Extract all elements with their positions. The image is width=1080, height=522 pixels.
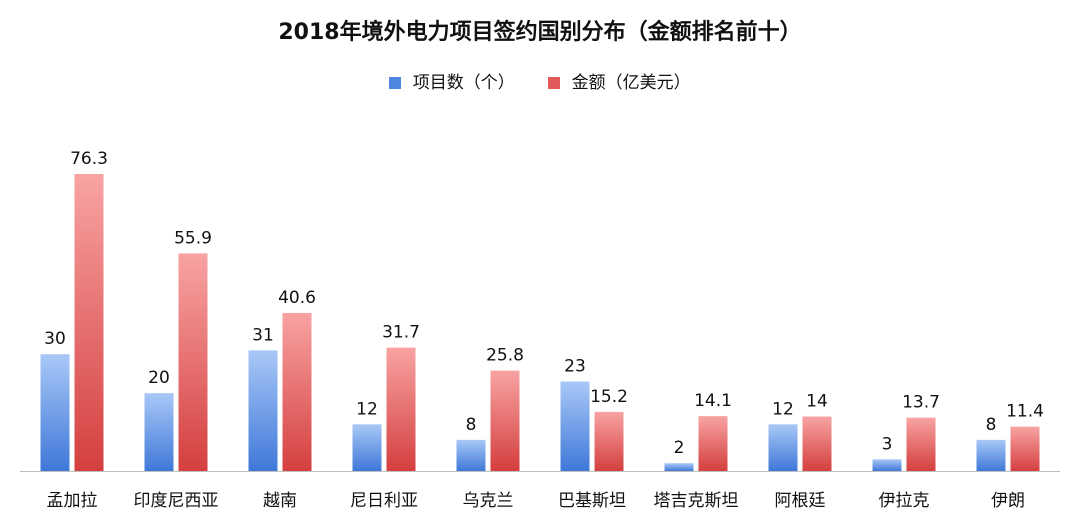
x-tick-label: 印度尼西亚 — [134, 491, 219, 511]
bar-amount — [698, 416, 728, 471]
legend: 项目数（个） 金额（亿美元） — [0, 68, 1080, 93]
bar-project-count — [456, 439, 486, 471]
bar-amount — [1010, 426, 1040, 471]
data-label-amount: 13.7 — [902, 393, 940, 413]
legend-item-amount: 金额（亿美元） — [548, 68, 691, 93]
data-label-amount: 31.7 — [382, 323, 420, 343]
data-label-project-count: 8 — [466, 415, 477, 435]
data-label-amount: 15.2 — [590, 387, 628, 407]
x-tick-label: 孟加拉 — [47, 491, 98, 511]
data-label-amount: 11.4 — [1006, 402, 1044, 422]
x-tick-label: 阿根廷 — [775, 491, 826, 511]
chart-title: 2018年境外电力项目签约国别分布（金额排名前十） — [278, 20, 802, 45]
bar-amount — [74, 174, 104, 471]
bar-amount — [282, 312, 312, 471]
data-label-amount: 14.1 — [694, 391, 732, 411]
data-label-project-count: 20 — [148, 368, 170, 388]
bar-amount — [594, 411, 624, 471]
bar-project-count — [664, 463, 694, 471]
x-tick-label: 伊朗 — [991, 491, 1025, 511]
x-tick-label: 乌克兰 — [463, 491, 514, 511]
data-label-project-count: 12 — [772, 399, 794, 419]
legend-swatch-amount — [548, 77, 561, 89]
data-label-project-count: 8 — [986, 415, 997, 435]
bar-project-count — [560, 381, 590, 471]
bar-project-count — [976, 439, 1006, 471]
data-label-amount: 25.8 — [486, 346, 524, 366]
x-tick-label: 巴基斯坦 — [558, 491, 626, 511]
data-label-amount: 76.3 — [70, 149, 108, 169]
bar-project-count — [352, 424, 382, 471]
legend-item-project-count: 项目数（个） — [389, 68, 515, 93]
legend-label-project-count: 项目数（个） — [412, 73, 515, 93]
x-tick-label: 塔吉克斯坦 — [654, 491, 739, 511]
bar-amount — [178, 253, 208, 471]
legend-label-amount: 金额（亿美元） — [571, 73, 691, 93]
bar-project-count — [144, 393, 174, 471]
bar-amount — [906, 417, 936, 471]
data-label-project-count: 30 — [44, 329, 66, 349]
data-label-amount: 14 — [806, 392, 828, 412]
x-tick-label: 尼日利亚 — [350, 491, 418, 511]
bar-project-count — [768, 424, 798, 471]
bar-project-count — [40, 354, 70, 471]
bar-amount — [490, 370, 520, 471]
data-label-project-count: 2 — [674, 438, 685, 458]
bar-amount — [802, 416, 832, 471]
data-label-amount: 55.9 — [174, 228, 212, 248]
x-tick-label: 伊拉克 — [879, 491, 930, 511]
data-label-project-count: 31 — [252, 325, 274, 345]
data-label-project-count: 3 — [882, 434, 893, 454]
bar-project-count — [872, 459, 902, 471]
data-label-project-count: 23 — [564, 356, 586, 376]
data-label-project-count: 12 — [356, 399, 378, 419]
x-tick-label: 越南 — [263, 491, 297, 511]
bar-amount — [386, 347, 416, 471]
legend-swatch-project-count — [389, 77, 402, 89]
bar-project-count — [248, 350, 278, 471]
data-label-amount: 40.6 — [278, 288, 316, 308]
